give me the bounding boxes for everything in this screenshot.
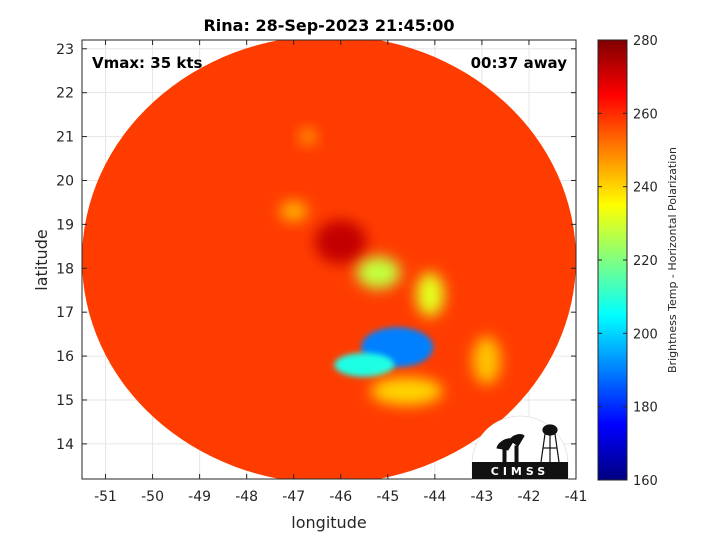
y-tick-label: 22 — [56, 86, 74, 102]
swath-feature — [370, 377, 443, 406]
swath-feature — [334, 352, 395, 377]
y-tick-label: 17 — [56, 305, 74, 321]
y-axis-label: latitude — [32, 229, 51, 290]
colorbar-tick-label: 240 — [633, 181, 658, 196]
swath-feature — [314, 219, 367, 264]
colorbar-tick-label: 220 — [633, 254, 658, 269]
colorbar-tick-label: 160 — [633, 474, 658, 489]
logo-banner — [472, 462, 568, 479]
chart-title: Rina: 28-Sep-2023 21:45:00 — [203, 16, 454, 35]
x-tick-label: -44 — [423, 489, 446, 505]
plot-frame — [81, 39, 577, 480]
colorbar-tick-label: 280 — [633, 34, 658, 49]
y-axis-ticks: 14 15 16 17 18 19 20 21 22 23 — [56, 42, 576, 453]
x-tick-label: -47 — [282, 489, 305, 505]
swath-feature — [279, 201, 308, 222]
x-tick-label: -48 — [235, 489, 258, 505]
x-tick-label: -42 — [518, 489, 541, 505]
colorbar-tick-label: 180 — [633, 401, 658, 416]
y-tick-label: 16 — [56, 349, 74, 365]
y-tick-label: 18 — [56, 261, 74, 277]
y-tick-label: 14 — [56, 437, 74, 453]
x-tick-label: -41 — [565, 489, 588, 505]
swath-feature — [416, 272, 445, 317]
vmax-annotation: Vmax: 35 kts — [92, 54, 202, 72]
x-tick-label: -50 — [141, 489, 164, 505]
swath — [82, 40, 576, 479]
colorbar-tick-label: 260 — [633, 107, 658, 122]
swath-features — [279, 128, 501, 406]
swath-feature — [472, 336, 501, 385]
time-away-annotation: 00:37 away — [471, 54, 568, 72]
y-tick-label: 19 — [56, 217, 74, 233]
y-tick-label: 21 — [56, 130, 74, 146]
colorbar — [597, 39, 628, 481]
colorbar-ticks: 160 180 200 220 240 260 280 — [598, 34, 658, 489]
y-tick-label: 23 — [56, 42, 74, 58]
x-axis-label: longitude — [291, 513, 366, 532]
y-tick-label: 15 — [56, 393, 74, 409]
y-tick-label: 20 — [56, 173, 74, 189]
logo-text: CIMSS — [491, 465, 549, 478]
x-tick-label: -51 — [94, 489, 117, 505]
colorbar-label: Brightness Temp - Horizontal Polarizatio… — [666, 147, 679, 373]
swath-feature — [356, 256, 401, 289]
colorbar-tick-label: 200 — [633, 327, 658, 342]
x-axis-ticks: -51 -50 -49 -48 -47 -46 -45 -44 -43 -42 -41 — [94, 40, 587, 505]
x-tick-label: -49 — [188, 489, 211, 505]
x-tick-label: -46 — [329, 489, 352, 505]
water-tower-icon — [540, 424, 560, 463]
x-tick-label: -43 — [470, 489, 493, 505]
x-tick-label: -45 — [376, 489, 399, 505]
satellite-dish-icon — [496, 434, 525, 463]
swath-feature — [299, 128, 316, 145]
cimss-logo: CIMSS — [471, 415, 569, 480]
